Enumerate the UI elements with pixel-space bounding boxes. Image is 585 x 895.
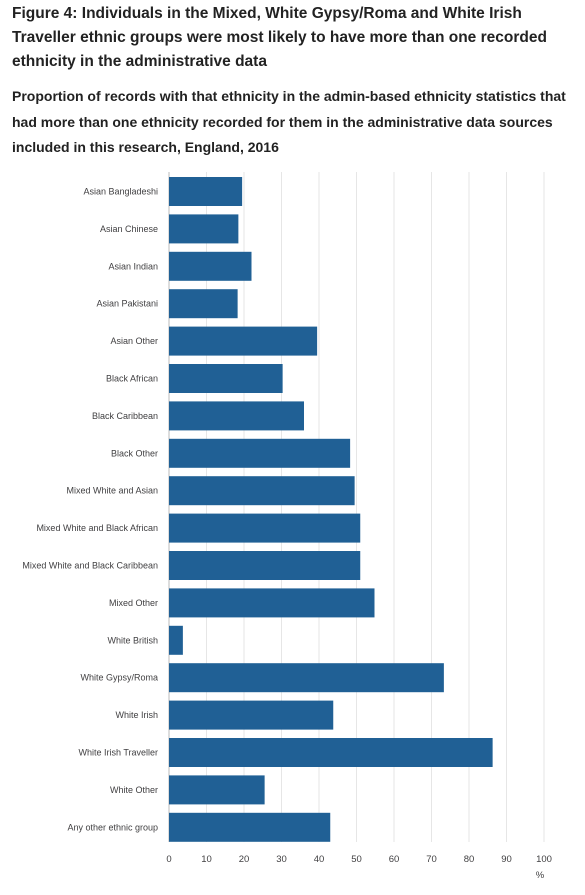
x-tick-label: 60 [389, 854, 400, 865]
x-tick-label: 10 [201, 854, 212, 865]
x-tick-label: 80 [464, 854, 475, 865]
category-label: White Other [110, 785, 158, 795]
bar[interactable] [169, 625, 183, 655]
bar[interactable] [169, 812, 331, 842]
bar[interactable] [169, 326, 318, 356]
bar[interactable] [169, 214, 239, 244]
bar[interactable] [169, 401, 304, 431]
bar[interactable] [169, 364, 283, 393]
bar[interactable] [169, 775, 265, 805]
x-tick-label: 50 [351, 854, 362, 865]
bar[interactable] [169, 251, 252, 281]
bar[interactable] [169, 177, 243, 206]
bar[interactable] [169, 513, 361, 543]
bar[interactable] [169, 700, 334, 730]
category-label: Asian Indian [108, 261, 158, 271]
x-tick-label: 100 [536, 854, 552, 865]
category-label: White Gypsy/Roma [80, 673, 158, 683]
category-label: Mixed White and Black African [36, 523, 158, 533]
category-label: Mixed Other [109, 598, 158, 608]
x-tick-label: 0 [166, 854, 171, 865]
category-label: Black African [106, 374, 158, 384]
category-label: Black Other [111, 448, 158, 458]
x-axis-ticks: 0 10 20 30 40 50 60 70 80 90 100 [166, 854, 552, 865]
bars [169, 177, 493, 842]
bar[interactable] [169, 551, 361, 580]
bar[interactable] [169, 438, 351, 468]
category-label: Mixed White and Asian [66, 486, 158, 496]
x-tick-label: 40 [314, 854, 325, 865]
bar[interactable] [169, 476, 355, 506]
category-label: Mixed White and Black Caribbean [22, 561, 158, 571]
x-tick-label: 90 [501, 854, 512, 865]
bar[interactable] [169, 738, 493, 767]
x-tick-label: 30 [276, 854, 287, 865]
chart-subtitle: Proportion of records with that ethnicit… [12, 88, 566, 155]
category-label: Asian Chinese [100, 224, 158, 234]
category-label: Asian Other [110, 336, 158, 346]
x-tick-label: 20 [239, 854, 250, 865]
bar[interactable] [169, 289, 238, 319]
category-label: White British [107, 635, 158, 645]
grid-lines [168, 172, 545, 842]
x-axis-unit: % [536, 870, 545, 881]
bar[interactable] [169, 588, 375, 618]
category-label: White Irish Traveller [78, 748, 158, 758]
category-label: Asian Pakistani [96, 299, 158, 309]
x-tick-label: 70 [426, 854, 437, 865]
bar[interactable] [169, 663, 444, 693]
category-label: Asian Bangladeshi [83, 187, 158, 197]
chart-title: Figure 4: Individuals in the Mixed, Whit… [12, 5, 547, 70]
category-labels: Asian Bangladeshi Asian Chinese Asian Indi… [22, 187, 158, 833]
category-label: Black Caribbean [92, 411, 158, 421]
category-label: Any other ethnic group [67, 822, 158, 832]
category-label: White Irish [115, 710, 158, 720]
